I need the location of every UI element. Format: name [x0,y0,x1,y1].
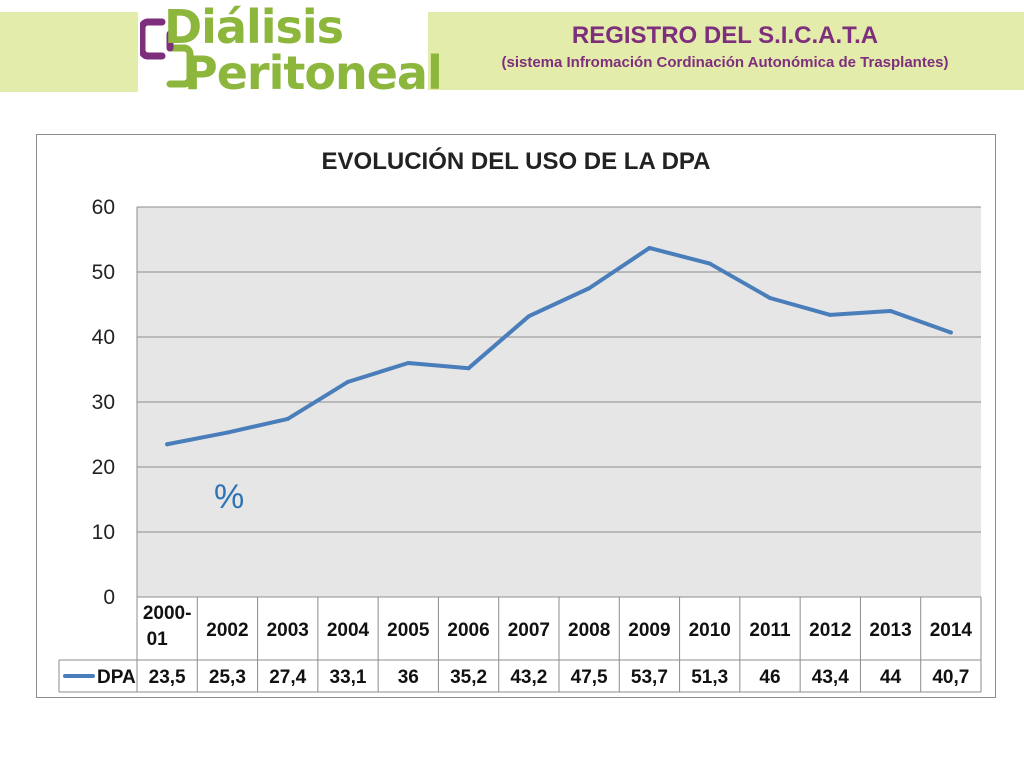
data-point [647,245,652,250]
data-point [526,314,531,319]
chart-title: EVOLUCIÓN DEL USO DE LA DPA [321,148,711,175]
data-label: 36 [398,667,419,688]
x-tick-label: 2008 [568,620,610,641]
x-tick-label: 2013 [869,620,911,641]
x-tick-label: 2002 [206,620,248,641]
data-label: 40,7 [932,667,969,688]
data-point [707,261,712,266]
logo-line-2: Peritoneal [184,46,443,100]
data-point [346,379,350,384]
data-point [285,416,290,421]
x-tick-label: 2004 [327,620,370,641]
logo-line-1: Diálisis [164,0,344,54]
series-line-dpa [165,245,953,447]
data-point [768,296,772,300]
data-label: 25,3 [209,667,246,688]
y-tick-label: 0 [103,586,115,609]
x-tick-label: 2007 [508,620,550,641]
x-tick-label: 2012 [809,620,851,641]
data-label: 44 [880,667,902,688]
data-point [587,286,592,291]
header-banner: Diálisis Peritoneal REGISTRO DEL S.I.C.A… [0,0,1024,100]
data-point [948,330,953,335]
data-label: 46 [759,667,780,688]
x-tick-label: 01 [147,629,169,650]
y-tick-label: 10 [92,521,115,544]
interlocking-brackets-icon [140,18,194,88]
y-tick-label: 40 [92,326,115,349]
data-label: 43,4 [812,667,849,688]
data-point [165,442,170,447]
data-point [828,312,833,317]
x-tick-label: 2010 [689,620,731,641]
percent-annotation: % [214,478,245,516]
data-label: 43,2 [510,667,547,688]
y-tick-label: 50 [92,261,115,284]
registry-title: REGISTRO DEL S.I.C.A.T.A [571,22,879,49]
y-tick-label: 30 [92,391,115,414]
legend-label-dpa: DPA [97,667,136,688]
data-label: 23,5 [149,667,186,688]
x-tick-label: 2006 [447,620,489,641]
x-tick-label: 2011 [749,620,791,641]
data-point [466,366,471,371]
registry-subtitle: (sistema Infromación Cordinación Autonóm… [501,54,949,71]
x-tick-label: 2003 [267,620,309,641]
data-label: 47,5 [571,667,608,688]
banner-right-band [428,12,1024,90]
data-label: 27,4 [269,667,306,688]
data-label: 53,7 [631,667,668,688]
data-label: 51,3 [691,667,728,688]
data-point [406,361,411,365]
x-tick-label: 2009 [628,620,670,641]
x-tick-label: 2014 [930,620,973,641]
dialisis-peritoneal-logo: Diálisis Peritoneal [140,0,443,104]
x-tick-label: 2005 [387,620,430,641]
data-label: 33,1 [330,667,367,688]
data-point [888,309,893,313]
y-tick-label: 20 [92,456,115,479]
banner-left-band [0,12,138,92]
data-label: 35,2 [450,667,487,688]
data-point [225,430,230,435]
y-tick-label: 60 [92,196,115,219]
x-tick-label: 2000- [143,603,192,624]
